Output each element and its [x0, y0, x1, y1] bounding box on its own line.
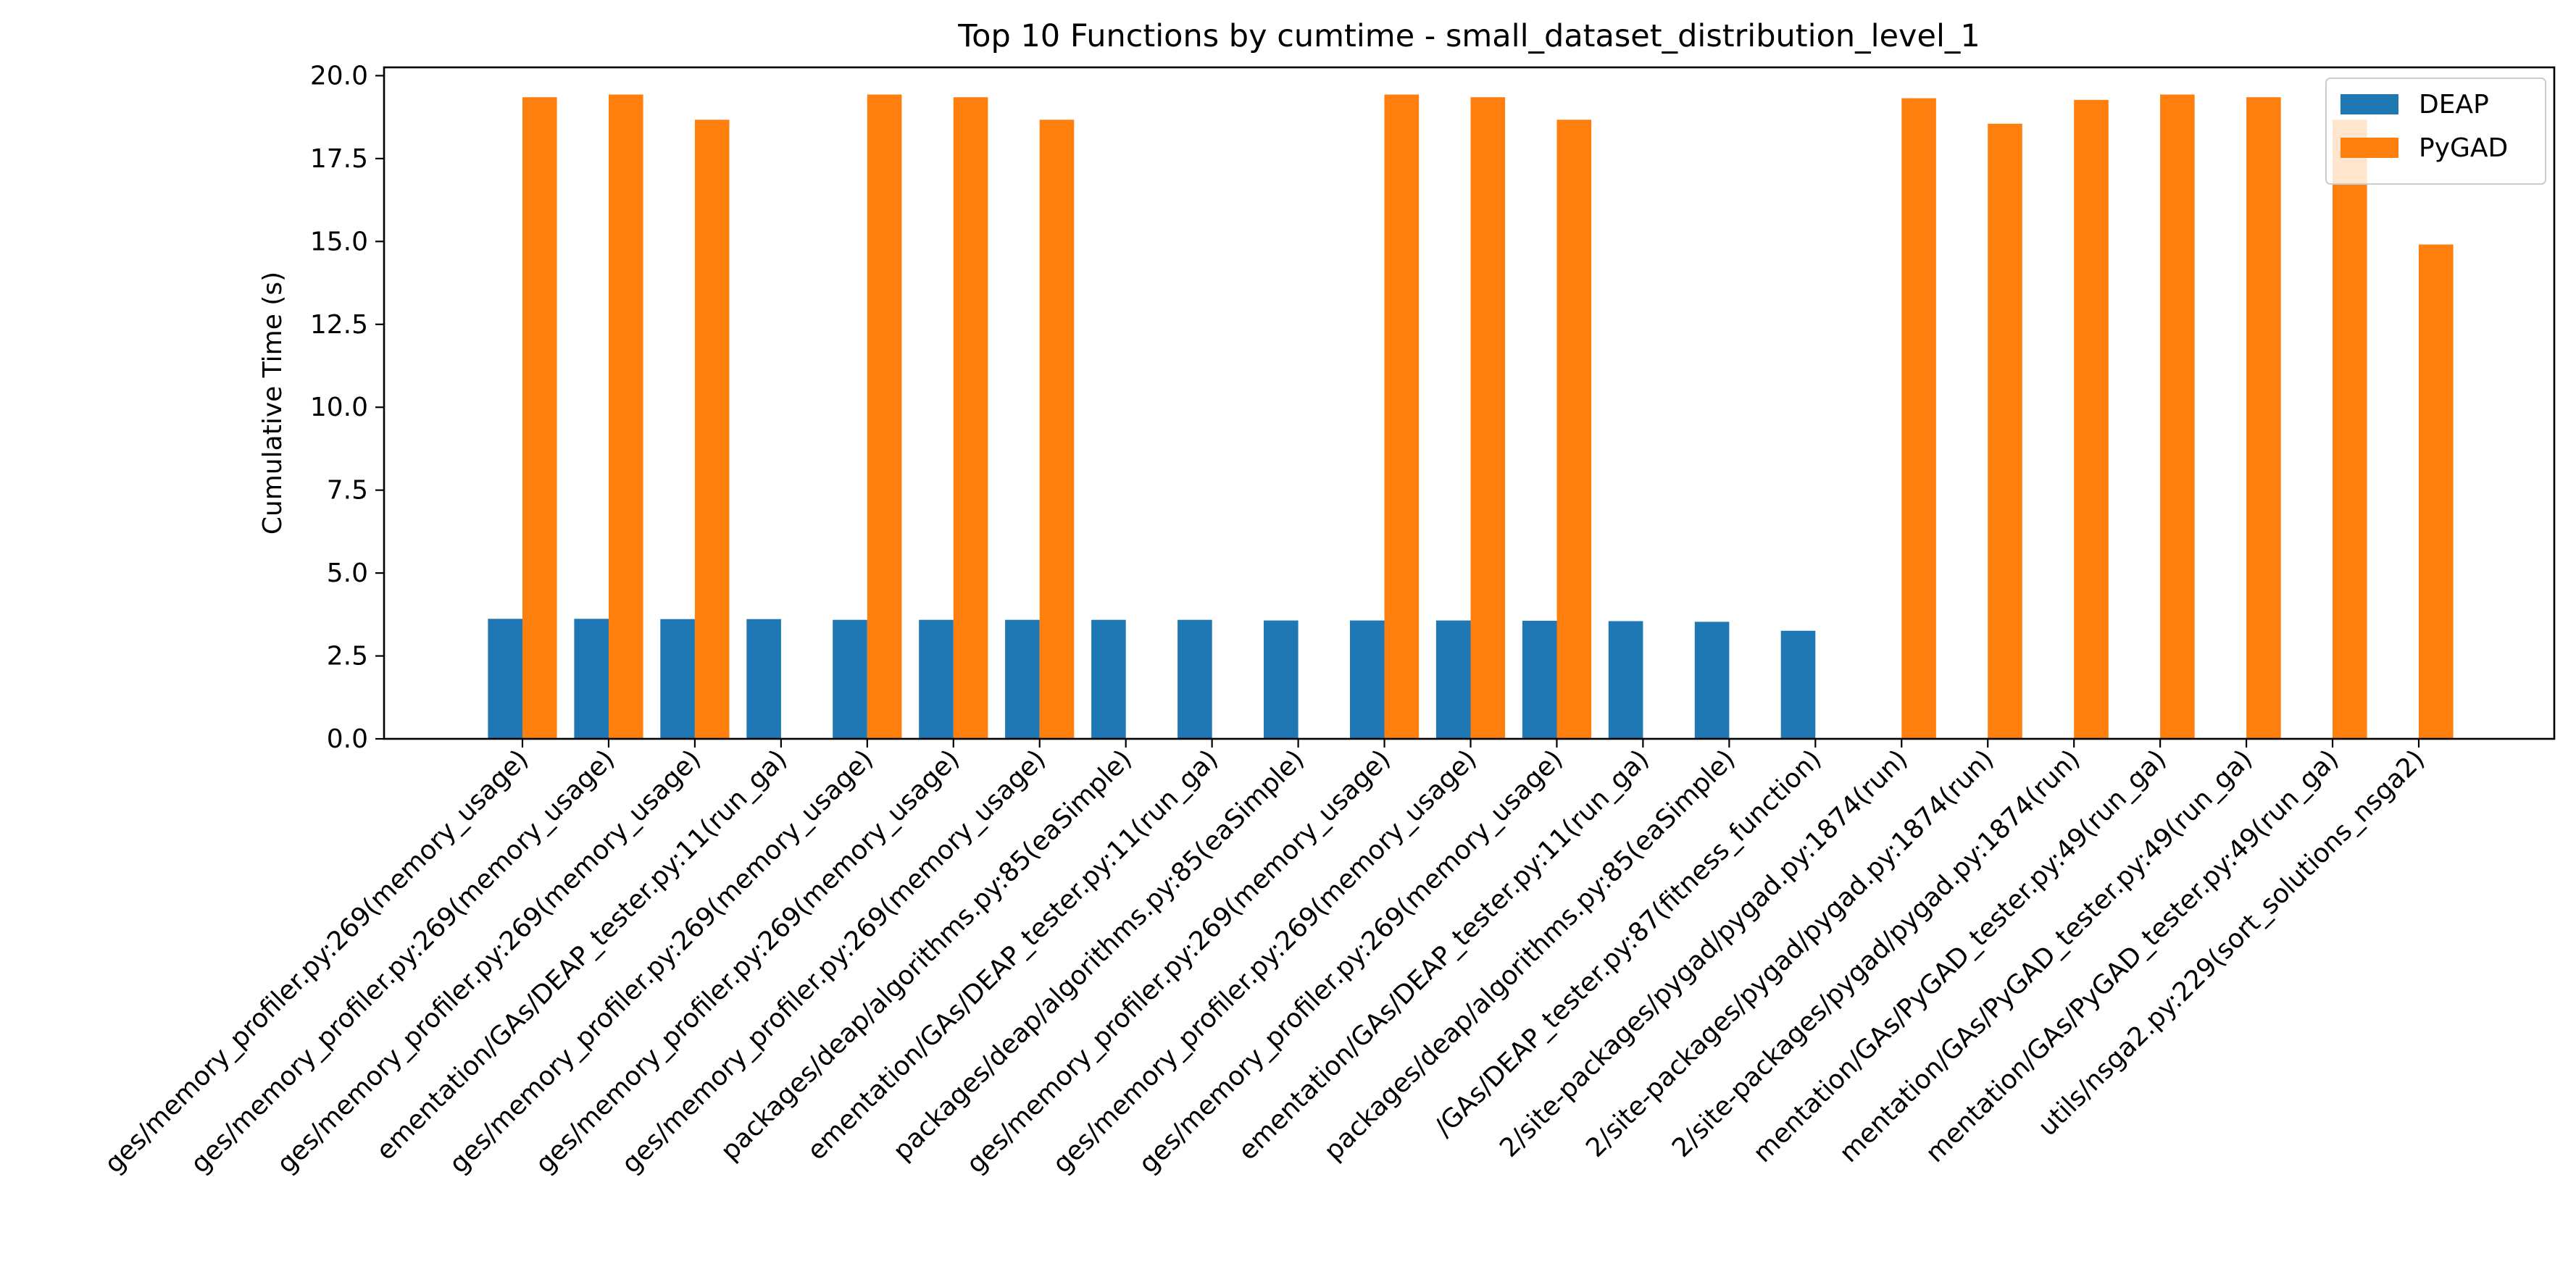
- bar-deap-15: [1780, 630, 1816, 739]
- bar-pygad-5: [953, 97, 988, 739]
- bar-pygad-1: [609, 94, 643, 739]
- y-tick-label: 5.0: [327, 558, 368, 588]
- bar-pygad-12: [1556, 120, 1592, 740]
- bar-deap-13: [1608, 621, 1643, 739]
- y-axis-label: Cumulative Time (s): [258, 272, 288, 535]
- legend-swatch-pygad: [2341, 138, 2398, 158]
- y-tick-label: 15.0: [310, 227, 368, 256]
- legend-swatch-deap: [2341, 94, 2398, 114]
- bar-deap-0: [488, 619, 522, 739]
- bar-pygad-11: [1470, 97, 1506, 739]
- y-tick-label: 2.5: [327, 642, 368, 671]
- bar-deap-2: [660, 619, 695, 739]
- chart-title: Top 10 Functions by cumtime - small_data…: [957, 18, 1980, 54]
- y-tick-label: 7.5: [327, 476, 368, 506]
- bar-deap-9: [1264, 620, 1299, 739]
- y-tick-label: 0.0: [327, 724, 368, 754]
- legend: DEAP PyGAD: [2325, 78, 2546, 185]
- bar-pygad-19: [2160, 94, 2195, 739]
- bar-deap-7: [1091, 619, 1126, 739]
- plot-frame: [383, 66, 2556, 740]
- bar-pygad-17: [1988, 123, 2022, 740]
- bar-pygad-21: [2333, 120, 2367, 740]
- y-tick-label: 17.5: [310, 144, 368, 174]
- bar-deap-11: [1435, 620, 1471, 739]
- bar-pygad-20: [2246, 97, 2281, 739]
- bar-pygad-0: [522, 97, 557, 739]
- bar-deap-6: [1005, 619, 1040, 739]
- bar-deap-3: [746, 619, 781, 739]
- bar-deap-4: [833, 619, 867, 739]
- legend-label-deap: DEAP: [2419, 90, 2489, 120]
- y-tick-label: 20.0: [310, 61, 368, 91]
- bars-layer: [488, 94, 2454, 740]
- bar-pygad-10: [1384, 94, 1420, 739]
- bar-deap-5: [919, 619, 954, 739]
- bar-pygad-18: [2074, 99, 2109, 739]
- bar-pygad-4: [867, 94, 902, 739]
- bar-deap-8: [1177, 619, 1212, 739]
- legend-label-pygad: PyGAD: [2419, 133, 2508, 163]
- y-axis: 0.0 2.5 5.0 7.5 10.0 12.5 15.0 17.5 20.0: [310, 61, 384, 754]
- y-tick-label: 10.0: [310, 393, 368, 422]
- bar-deap-14: [1694, 621, 1730, 739]
- bar-deap-10: [1350, 620, 1385, 739]
- bar-pygad-22: [2419, 244, 2454, 739]
- y-tick-label: 12.5: [310, 310, 368, 340]
- bar-pygad-16: [1901, 98, 1936, 740]
- bar-pygad-2: [694, 120, 730, 740]
- bar-deap-1: [574, 619, 609, 739]
- bar-pygad-6: [1039, 120, 1075, 740]
- bar-deap-12: [1522, 621, 1557, 739]
